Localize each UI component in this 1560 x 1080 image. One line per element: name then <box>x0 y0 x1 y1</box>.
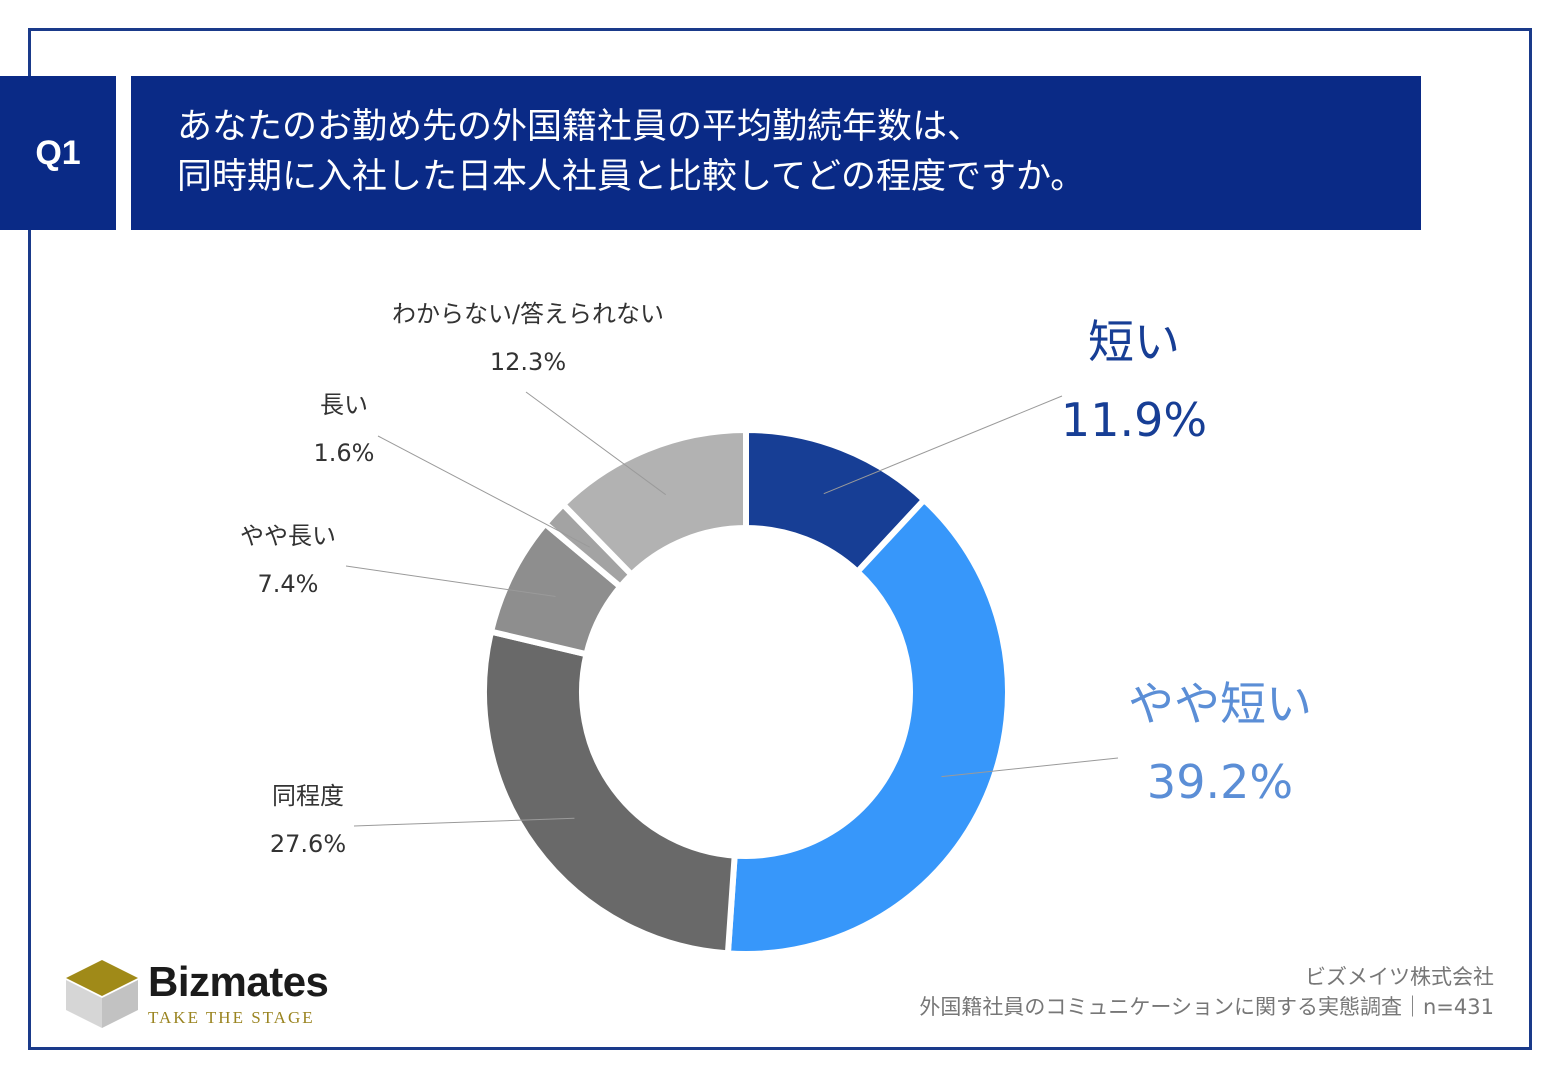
slice-value-label: 11.9% <box>1061 393 1207 447</box>
source-company: ビズメイツ株式会社 <box>1305 965 1494 989</box>
slice-value-label: 7.4% <box>258 570 319 598</box>
slice-value-label: 12.3% <box>490 348 566 376</box>
slice-category-label: 短い <box>1088 315 1180 369</box>
slice-value-label: 1.6% <box>314 439 375 467</box>
logo-tagline: TAKE THE STAGE <box>148 1008 315 1027</box>
slice-category-label: 長い <box>320 391 368 419</box>
question-title-line1: あなたのお勤め先の外国籍社員の平均勤続年数は、 <box>177 107 983 147</box>
leader-line <box>823 395 1063 495</box>
source-survey: 外国籍社員のコミュニケーションに関する実態調査｜n=431 <box>919 995 1494 1019</box>
source-note: ビズメイツ株式会社 外国籍社員のコミュニケーションに関する実態調査｜n=431 <box>919 962 1494 1022</box>
leader-line <box>525 391 667 496</box>
donut-slice <box>558 426 749 579</box>
donut-slice <box>481 628 738 957</box>
slice-value-label: 39.2% <box>1147 755 1293 809</box>
leader-line <box>345 565 556 597</box>
question-badge: Q1 <box>0 76 116 230</box>
question-title: あなたのお勤め先の外国籍社員の平均勤続年数は、 同時期に入社した日本人社員と比較… <box>131 76 1421 230</box>
slice-value-label: 27.6% <box>270 830 346 858</box>
leader-line <box>353 817 575 827</box>
logo-wordmark: Bizmates <box>148 958 329 1005</box>
question-title-line2: 同時期に入社した日本人社員と比較してどの程度ですか。 <box>177 157 1086 197</box>
slice-category-label: やや長い <box>240 522 336 550</box>
slice-category-label: やや短い <box>1128 677 1312 731</box>
slice-category-label: わからない/答えられない <box>392 300 664 328</box>
bizmates-logo: Bizmates TAKE THE STAGE <box>62 958 362 1038</box>
slice-category-label: 同程度 <box>272 782 344 810</box>
leader-line <box>377 435 591 548</box>
leader-line <box>941 757 1119 778</box>
cube-logo-icon <box>66 960 138 1028</box>
donut-slice <box>724 495 1011 957</box>
chart-frame <box>28 28 1532 1050</box>
